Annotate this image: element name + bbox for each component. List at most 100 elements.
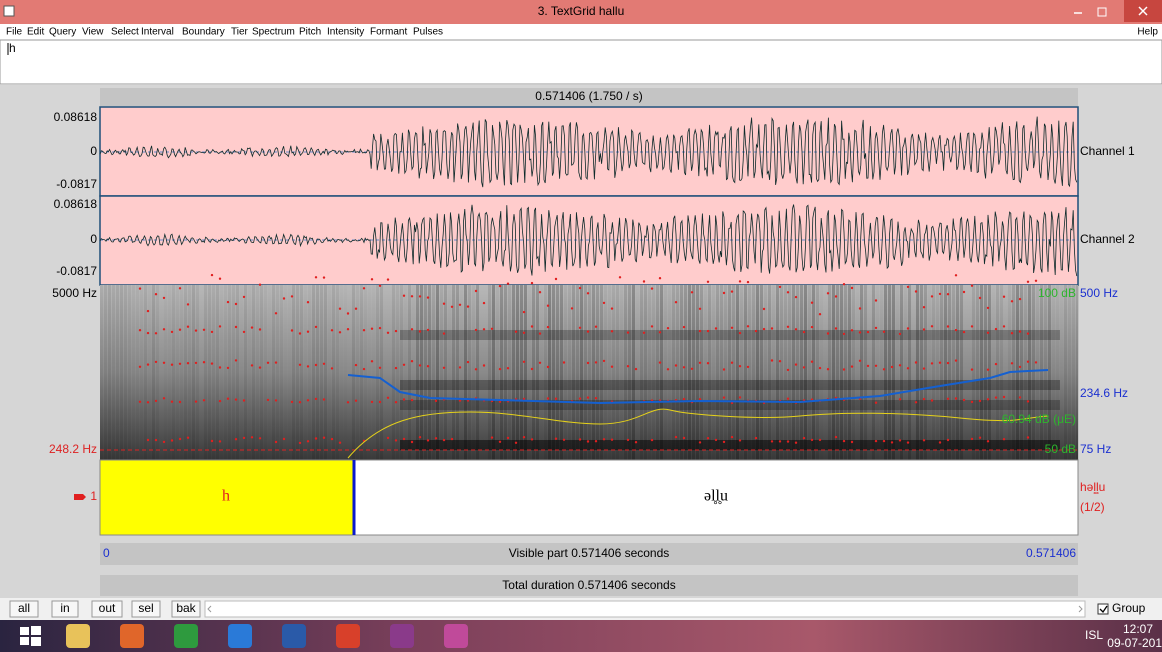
formant-dot: [507, 367, 509, 369]
spectrogram-stripe: [312, 285, 315, 460]
formant-dot: [659, 331, 661, 333]
menu-item[interactable]: Select: [111, 27, 139, 38]
input-language[interactable]: ISL: [1085, 628, 1103, 642]
clock-time[interactable]: 12:07: [1123, 622, 1153, 636]
taskbar-app[interactable]: [174, 624, 198, 648]
formant-dot: [467, 305, 469, 307]
spectrogram-stripe: [224, 285, 227, 460]
zoom-buttons: all in out sel bak: [10, 601, 200, 617]
taskbar-app[interactable]: [390, 624, 414, 648]
formant-dot: [323, 437, 325, 439]
visible-part: Visible part 0.571406 seconds: [509, 546, 670, 560]
formant-dot: [219, 440, 221, 442]
formant-dot: [1019, 298, 1021, 300]
taskbar-app[interactable]: [444, 624, 468, 648]
formant-dot: [507, 283, 509, 285]
window-title: 3. TextGrid hallu: [538, 4, 625, 18]
amplitude-max: 0.08618: [54, 110, 98, 124]
formant-dot: [499, 441, 501, 443]
menu-item[interactable]: Boundary: [182, 27, 225, 38]
taskbar-app[interactable]: [66, 624, 90, 648]
spectrogram-stripe: [300, 285, 303, 460]
button-label[interactable]: all: [18, 601, 30, 615]
spectrogram-stripe: [376, 285, 379, 460]
spectrogram-stripe: [328, 285, 331, 460]
spectrogram-stripe: [812, 285, 815, 460]
formant-dot: [595, 440, 597, 442]
app-icon: [4, 6, 14, 16]
formant-dot: [523, 436, 525, 438]
formant-dot: [1019, 366, 1021, 368]
taskbar-app[interactable]: [282, 624, 306, 648]
formant-dot: [907, 327, 909, 329]
formant-dot: [931, 325, 933, 327]
formant-dot: [411, 295, 413, 297]
formant-dot: [627, 331, 629, 333]
formant-dot: [923, 328, 925, 330]
formant-dot: [715, 327, 717, 329]
formant-dot: [715, 439, 717, 441]
formant-dot: [523, 332, 525, 334]
taskbar-app[interactable]: [228, 624, 252, 648]
text-field-value[interactable]: h: [9, 41, 16, 55]
taskbar-app[interactable]: [120, 624, 144, 648]
formant-dot: [179, 329, 181, 331]
formant-dot: [683, 326, 685, 328]
spectrogram-stripe: [356, 285, 359, 460]
visible-start: 0: [103, 546, 110, 560]
formant-dot: [387, 397, 389, 399]
clock-date[interactable]: 09-07-2017: [1107, 636, 1162, 650]
spectrogram-stripe: [580, 285, 583, 460]
spectrogram-stripe: [244, 285, 247, 460]
formant-dot: [539, 362, 541, 364]
formant-dot: [155, 293, 157, 295]
menu-item[interactable]: Spectrum: [252, 27, 295, 38]
text-field[interactable]: [0, 40, 1162, 84]
formant-dot: [267, 362, 269, 364]
formant-dot: [651, 325, 653, 327]
spectrogram-stripe: [112, 285, 115, 460]
formant-dot: [155, 400, 157, 402]
menu-item[interactable]: Formant: [370, 27, 407, 38]
button-label[interactable]: out: [99, 601, 116, 615]
spectrogram-stripe: [848, 285, 851, 460]
formant-dot: [371, 278, 373, 280]
formant-dot: [371, 360, 373, 362]
formant-dot: [939, 441, 941, 443]
formant-dot: [539, 332, 541, 334]
spectrogram-stripe: [416, 285, 419, 460]
formant-dot: [1003, 396, 1005, 398]
formant-dot: [731, 290, 733, 292]
menu-item[interactable]: Query: [49, 27, 76, 38]
menu-item[interactable]: Interval: [141, 27, 174, 38]
formant-dot: [723, 441, 725, 443]
menu-item[interactable]: Pitch: [299, 27, 321, 38]
formant-dot: [403, 364, 405, 366]
menu-item[interactable]: View: [82, 27, 104, 38]
spectrogram-stripe: [128, 285, 131, 460]
menu-item[interactable]: Tier: [231, 27, 249, 38]
menu-item[interactable]: Help: [1137, 27, 1158, 38]
formant-dot: [147, 439, 149, 441]
spectrogram-stripe: [452, 285, 455, 460]
spectrogram-stripe: [932, 285, 935, 460]
spectrogram-stripe: [228, 285, 231, 460]
taskbar-app[interactable]: [336, 624, 360, 648]
button-label[interactable]: in: [60, 601, 69, 615]
menu-item[interactable]: Pulses: [413, 27, 443, 38]
menu-item[interactable]: File: [6, 27, 23, 38]
menu-item[interactable]: Edit: [27, 27, 44, 38]
scrollbar[interactable]: [205, 601, 1085, 617]
spectrogram-stripe: [808, 285, 811, 460]
formant-dot: [251, 436, 253, 438]
menu-item[interactable]: Intensity: [327, 27, 364, 38]
formant-dot: [163, 297, 165, 299]
spectrogram-stripe: [108, 285, 111, 460]
formant-dot: [811, 361, 813, 363]
group-label: Group: [1112, 601, 1146, 615]
formant-dot: [1027, 332, 1029, 334]
spectrogram-stripe: [292, 285, 295, 460]
button-label[interactable]: bak: [176, 601, 196, 615]
button-label[interactable]: sel: [138, 601, 153, 615]
spectrogram-stripe: [136, 285, 139, 460]
